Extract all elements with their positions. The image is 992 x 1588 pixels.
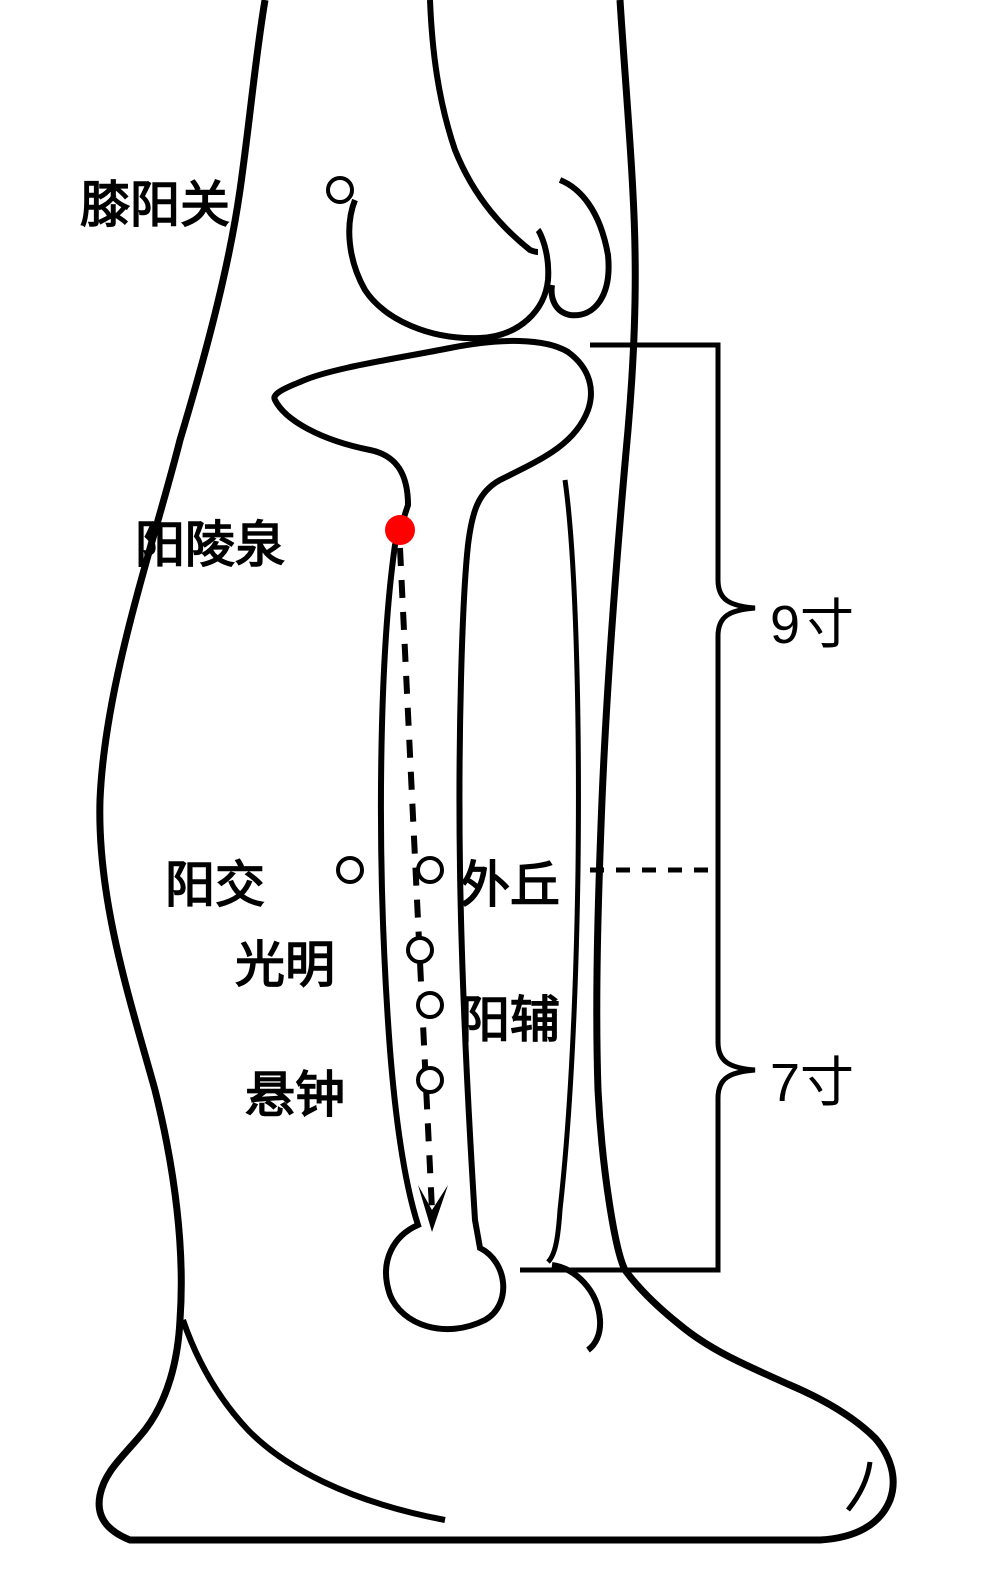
- fibula-bone: [274, 341, 591, 1329]
- point-xuanzhong: [416, 1066, 444, 1094]
- measurement-nine-cun: 9寸: [770, 580, 854, 659]
- bracket-lower: [520, 870, 755, 1270]
- toe-line-1: [848, 1462, 870, 1510]
- label-xiyangguan: 膝阳关: [80, 165, 230, 237]
- label-guangming: 光明: [235, 925, 335, 997]
- point-yanglingquan: [385, 515, 415, 545]
- point-waiqiu: [416, 856, 444, 884]
- ankle-malleolus: [552, 1265, 600, 1350]
- leg-svg: [0, 0, 992, 1583]
- measurement-seven-cun: 7寸: [770, 1038, 854, 1117]
- thigh-front-line: [430, 0, 538, 252]
- point-xiyangguan: [326, 176, 354, 204]
- label-yangfu: 阳辅: [460, 980, 560, 1052]
- patella-outline: [349, 200, 548, 338]
- point-yangjiao: [336, 856, 364, 884]
- label-xuanzhong: 悬钟: [245, 1055, 345, 1127]
- acupuncture-diagram: 膝阳关 阳陵泉 阳交 外丘 光明 阳辅 悬钟 9寸 7寸: [0, 0, 992, 1583]
- label-yangjiao: 阳交: [165, 845, 265, 917]
- point-guangming: [406, 936, 434, 964]
- knee-detail: [552, 180, 609, 315]
- label-yanglingquan: 阳陵泉: [135, 505, 285, 577]
- point-yangfu: [416, 991, 444, 1019]
- heel-line: [183, 1320, 445, 1520]
- label-waiqiu: 外丘: [460, 845, 560, 917]
